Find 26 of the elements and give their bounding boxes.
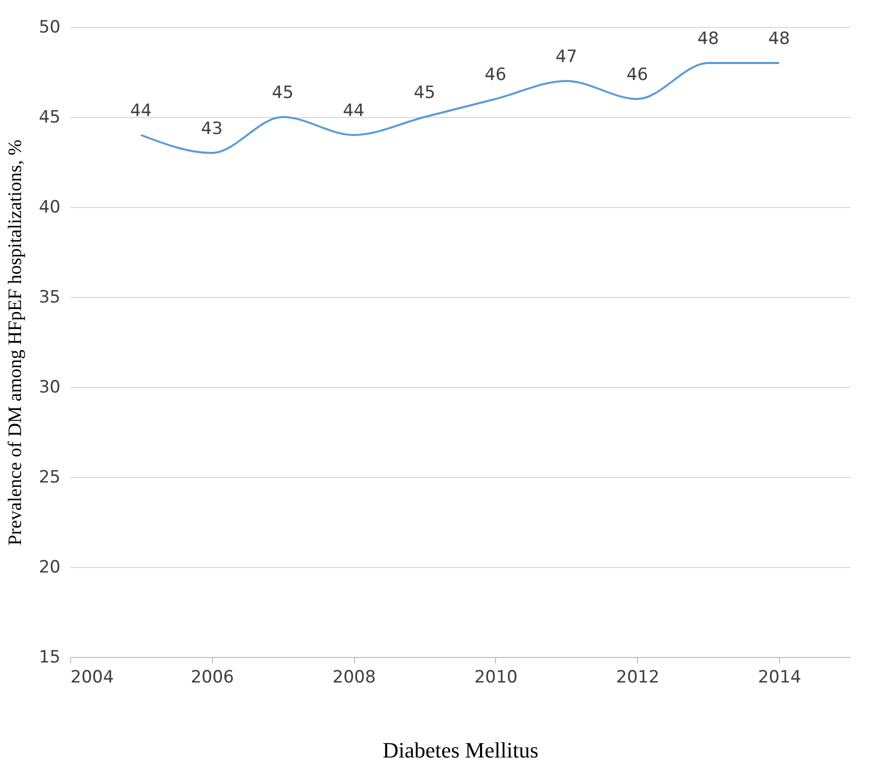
x-tick-label: 2008 — [332, 668, 376, 688]
data-label: 43 — [201, 119, 223, 139]
y-tick-label: 50 — [38, 18, 60, 38]
data-label: 44 — [130, 101, 152, 121]
y-axis-title: Prevalence of DM among HFpEF hospitalizations, % — [4, 139, 26, 546]
x-tick-label: 2004 — [70, 668, 114, 688]
data-label: 45 — [414, 83, 436, 103]
data-label: 45 — [272, 83, 294, 103]
data-label: 48 — [697, 29, 719, 49]
y-tick-label: 15 — [38, 648, 60, 668]
y-tick-label: 30 — [38, 378, 60, 398]
y-tick-label: 35 — [38, 288, 60, 308]
data-label: 44 — [342, 101, 364, 121]
y-tick-label: 20 — [38, 558, 60, 578]
x-tick-label: 2014 — [758, 668, 802, 688]
data-label: 46 — [626, 65, 648, 85]
data-label: 48 — [768, 29, 790, 49]
data-label: 47 — [556, 47, 578, 67]
x-tick-label: 2010 — [474, 668, 518, 688]
x-tick-label: 2006 — [190, 668, 234, 688]
y-tick-label: 25 — [38, 468, 60, 488]
y-tick-label: 45 — [38, 108, 60, 128]
y-tick-label: 40 — [38, 198, 60, 218]
x-axis-title: Diabetes Mellitus — [382, 738, 538, 760]
x-tick-label: 2012 — [616, 668, 660, 688]
data-label: 46 — [484, 65, 506, 85]
